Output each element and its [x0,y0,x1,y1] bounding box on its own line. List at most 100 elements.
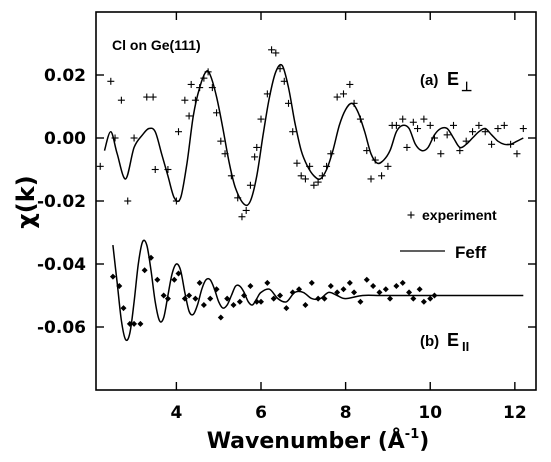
experiment-point [367,175,375,183]
x-axis-label-close: ) [419,429,429,454]
y-tick-label: -0.06 [37,318,86,338]
y-tick-label: -0.04 [37,255,86,275]
experiment-point [141,267,148,274]
experiment-point [181,96,189,104]
experiment-point [236,298,243,305]
experiment-point [263,90,271,98]
experiment-point [253,143,261,151]
experiment-point [251,153,259,161]
experiment-point [327,283,334,290]
experiment-point [234,194,242,202]
experiment-point [196,279,203,286]
experiment-point [297,172,305,180]
experiment-point [494,125,502,133]
experiment-point [175,128,182,136]
experiment-point [351,289,358,296]
experiment-point [410,295,417,302]
experiment-point [213,286,220,293]
experiment-point [350,99,358,107]
experiment-point [340,90,347,98]
experiment-point [224,295,231,302]
experiment-point [437,150,445,158]
experiment-point [443,131,451,139]
x-tick-label: 4 [170,403,182,423]
experiment-point [378,172,386,180]
experiment-point [207,295,214,302]
experiment-point [399,115,407,123]
experiment-point [283,305,290,312]
plot-frame [95,11,537,391]
experiment-point [392,121,400,129]
experiment-point [475,121,483,129]
panel-a-prefix: (a) [420,72,438,89]
experiment-point [431,292,438,299]
experiment-point [327,150,335,158]
feff-line-perp [103,63,524,207]
experiment-point [181,295,188,302]
experiment-point [131,320,138,327]
experiment-point [276,65,284,73]
experiment-point [409,118,417,126]
legend: experiment Feff [400,207,497,262]
experiment-point [148,254,154,261]
experiment-point [172,197,180,205]
axis-ticks [96,12,536,390]
experiment-point [247,283,254,290]
experiment-point [456,147,464,155]
experiment-point [213,109,221,117]
experiment-point [196,84,204,92]
experiment-point [208,84,216,92]
experiment-point [253,298,260,305]
x-tick-label: 8 [340,403,352,423]
experiment-point [154,276,161,283]
experiment-point [363,276,370,283]
experiment-point [191,96,199,104]
experiment-point [116,283,123,290]
experiment-point [160,292,167,299]
y-tick-labels: 0.02 0.00 -0.02 -0.04 -0.06 [37,66,86,338]
experiment-point [164,166,172,173]
legend-experiment-marker [407,211,415,219]
experiment-point [363,147,371,155]
experiment-point [306,162,314,170]
experiment-point [227,172,235,180]
experiment-point [393,283,400,290]
experiment-point [370,283,377,290]
experiment-point [289,128,297,136]
sample-annotation: Cl on Ge(111) [112,37,201,53]
experiment-point [124,197,132,205]
experiment-point [500,121,508,129]
experiment-point [507,140,515,148]
experiment-point [185,112,193,120]
experiment-point [371,156,379,164]
experiment-point [257,115,265,123]
experiment-point [130,134,138,142]
experiment-point [416,286,423,293]
experiment-point [462,137,470,145]
panel-b-label: (b) E II [420,330,469,354]
experiment-point [268,46,276,54]
panel-b-field-sub: II [462,339,469,354]
experiment-point [407,211,415,219]
experiment-point [323,162,331,170]
experiment-point [414,125,422,133]
experiment-point [111,134,119,142]
experiment-point [242,206,250,214]
experiment-point [430,134,438,142]
legend-experiment-label: experiment [422,207,497,223]
feff-line-parallel [112,239,524,342]
experiment-point [382,286,389,293]
experiment-point [333,93,341,101]
panel-b-field: E [447,330,459,350]
experiment-point [308,279,315,286]
experiment-point [120,305,127,312]
experiment-point [513,150,521,158]
experiment-point [289,289,296,296]
experiment-point [384,162,392,170]
x-tick-labels: 4 6 8 10 12 [170,403,526,423]
legend-feff-label: Feff [455,243,487,262]
experiment-point [164,295,171,302]
experiment-point [137,320,144,327]
y-axis-label: χ(k) [12,175,40,228]
experiment-point [277,292,284,299]
